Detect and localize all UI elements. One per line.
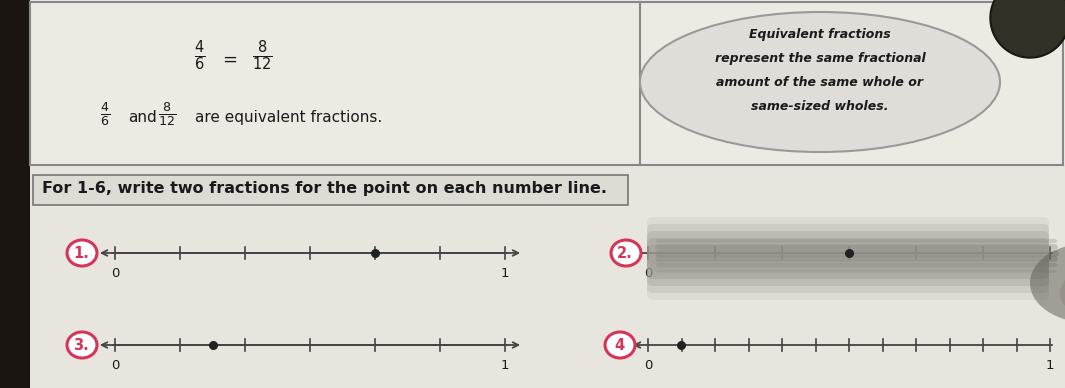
Text: 0: 0	[644, 267, 652, 280]
FancyBboxPatch shape	[648, 252, 1049, 286]
FancyBboxPatch shape	[648, 259, 1049, 293]
Text: For 1-6, write two fractions for the point on each number line.: For 1-6, write two fractions for the poi…	[42, 181, 607, 196]
Ellipse shape	[1030, 243, 1065, 323]
Text: are equivalent fractions.: are equivalent fractions.	[195, 110, 382, 125]
Text: same-sized wholes.: same-sized wholes.	[751, 100, 889, 113]
Text: $\frac{8}{12}$: $\frac{8}{12}$	[251, 38, 273, 73]
Circle shape	[992, 0, 1065, 56]
Text: 2.: 2.	[617, 246, 633, 260]
Text: 4: 4	[613, 338, 624, 353]
Text: 1: 1	[501, 359, 509, 372]
Ellipse shape	[611, 240, 641, 266]
Text: and: and	[128, 110, 157, 125]
Text: 0: 0	[111, 267, 119, 280]
Text: 3.: 3.	[73, 338, 88, 353]
FancyBboxPatch shape	[648, 245, 1049, 279]
Text: $=$: $=$	[218, 50, 237, 68]
Polygon shape	[30, 165, 1065, 388]
Text: 1: 1	[1046, 359, 1054, 372]
Polygon shape	[0, 0, 45, 388]
Ellipse shape	[640, 12, 1000, 152]
Ellipse shape	[1060, 263, 1065, 323]
Polygon shape	[30, 0, 1065, 165]
Circle shape	[990, 0, 1065, 58]
Text: 0: 0	[644, 359, 652, 372]
Text: represent the same fractional: represent the same fractional	[715, 52, 925, 65]
FancyBboxPatch shape	[648, 224, 1049, 258]
Text: 0: 0	[111, 359, 119, 372]
Text: 1.: 1.	[73, 246, 89, 260]
Text: Equivalent fractions: Equivalent fractions	[749, 28, 891, 41]
FancyBboxPatch shape	[648, 238, 1049, 272]
FancyBboxPatch shape	[648, 266, 1049, 300]
Ellipse shape	[605, 332, 635, 358]
FancyBboxPatch shape	[648, 231, 1049, 265]
Text: $\frac{8}{12}$: $\frac{8}{12}$	[158, 100, 176, 128]
Ellipse shape	[67, 240, 97, 266]
Ellipse shape	[67, 332, 97, 358]
FancyBboxPatch shape	[648, 217, 1049, 251]
Text: amount of the same whole or: amount of the same whole or	[717, 76, 923, 89]
Text: 1: 1	[501, 267, 509, 280]
Text: $\frac{4}{6}$: $\frac{4}{6}$	[100, 100, 110, 128]
FancyBboxPatch shape	[33, 175, 628, 205]
Text: $\frac{4}{6}$: $\frac{4}{6}$	[194, 38, 206, 73]
